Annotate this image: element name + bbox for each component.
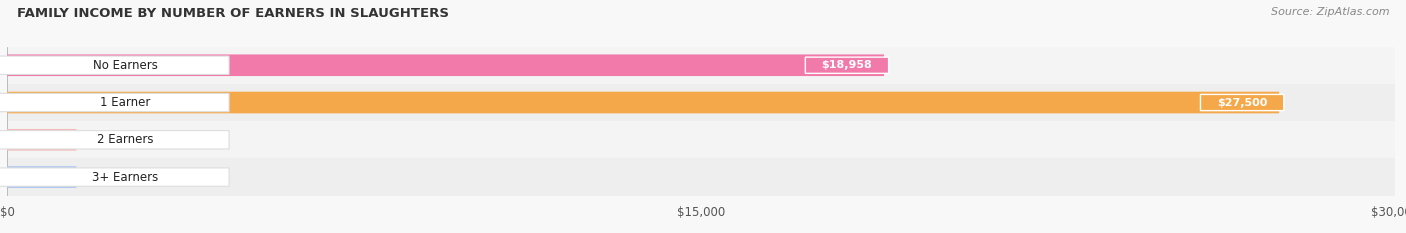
- FancyBboxPatch shape: [0, 56, 229, 74]
- Text: $0: $0: [86, 172, 100, 182]
- Text: No Earners: No Earners: [93, 59, 157, 72]
- Text: FAMILY INCOME BY NUMBER OF EARNERS IN SLAUGHTERS: FAMILY INCOME BY NUMBER OF EARNERS IN SL…: [17, 7, 449, 20]
- Text: $27,500: $27,500: [1218, 98, 1267, 107]
- Bar: [7, 121, 1395, 158]
- FancyBboxPatch shape: [7, 129, 76, 151]
- Bar: [7, 47, 1395, 84]
- FancyBboxPatch shape: [0, 93, 229, 112]
- FancyBboxPatch shape: [7, 166, 76, 188]
- Text: 3+ Earners: 3+ Earners: [91, 171, 157, 184]
- FancyBboxPatch shape: [0, 131, 229, 149]
- Text: 1 Earner: 1 Earner: [100, 96, 150, 109]
- Bar: [7, 158, 1395, 196]
- Text: 2 Earners: 2 Earners: [97, 133, 153, 146]
- Bar: [7, 84, 1395, 121]
- FancyBboxPatch shape: [7, 55, 884, 76]
- Text: $0: $0: [86, 135, 100, 145]
- Text: $18,958: $18,958: [821, 60, 872, 70]
- FancyBboxPatch shape: [7, 92, 1279, 113]
- FancyBboxPatch shape: [1201, 94, 1284, 111]
- FancyBboxPatch shape: [806, 57, 889, 73]
- Text: Source: ZipAtlas.com: Source: ZipAtlas.com: [1271, 7, 1389, 17]
- FancyBboxPatch shape: [0, 168, 229, 186]
